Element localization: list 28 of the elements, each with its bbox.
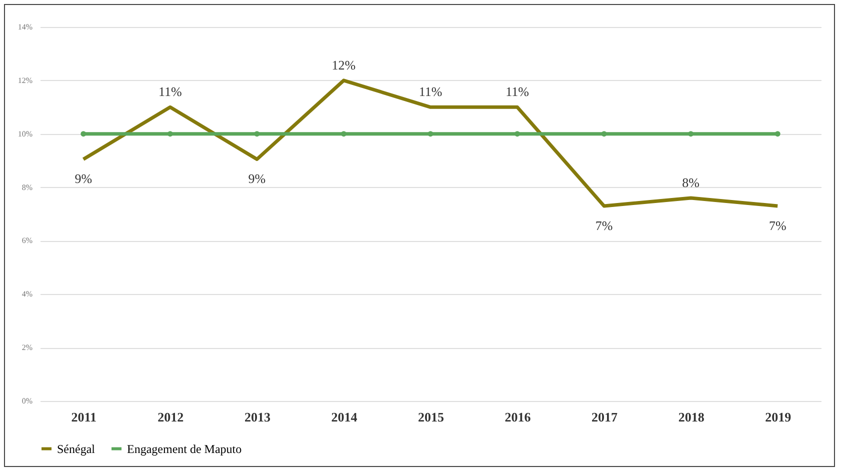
data-label: 9% bbox=[248, 171, 266, 186]
data-label: 7% bbox=[768, 218, 786, 233]
data-label: 11% bbox=[506, 84, 530, 100]
data-label: 11% bbox=[418, 84, 442, 100]
y-tick-label: 0% bbox=[22, 396, 33, 406]
data-label: 9% bbox=[74, 171, 92, 186]
legend-label: Sénégal bbox=[57, 442, 96, 456]
y-tick-label: 4% bbox=[22, 290, 33, 299]
x-tick-label: 2013 bbox=[244, 410, 271, 424]
y-tick-label: 12% bbox=[18, 76, 33, 85]
x-tick-label: 2019 bbox=[765, 410, 792, 424]
data-label: 11% bbox=[158, 84, 182, 100]
legend-label: Engagement de Maputo bbox=[127, 442, 242, 456]
x-tick-label: 2012 bbox=[158, 410, 184, 424]
y-tick-label: 10% bbox=[18, 129, 33, 138]
y-tick-label: 2% bbox=[22, 343, 33, 352]
data-label: 12% bbox=[332, 57, 356, 72]
x-tick-label: 2018 bbox=[678, 410, 705, 424]
x-tick-label: 2017 bbox=[592, 410, 618, 424]
x-tick-label: 2011 bbox=[71, 410, 97, 424]
y-tick-label: 6% bbox=[22, 236, 33, 246]
x-tick-label: 2015 bbox=[418, 410, 444, 424]
data-label: 8% bbox=[682, 174, 700, 190]
y-tick-label: 14% bbox=[18, 22, 33, 32]
data-label: 7% bbox=[595, 218, 613, 233]
x-tick-label: 2016 bbox=[504, 410, 532, 424]
x-tick-label: 2014 bbox=[331, 410, 358, 424]
y-tick-label: 8% bbox=[22, 182, 33, 192]
